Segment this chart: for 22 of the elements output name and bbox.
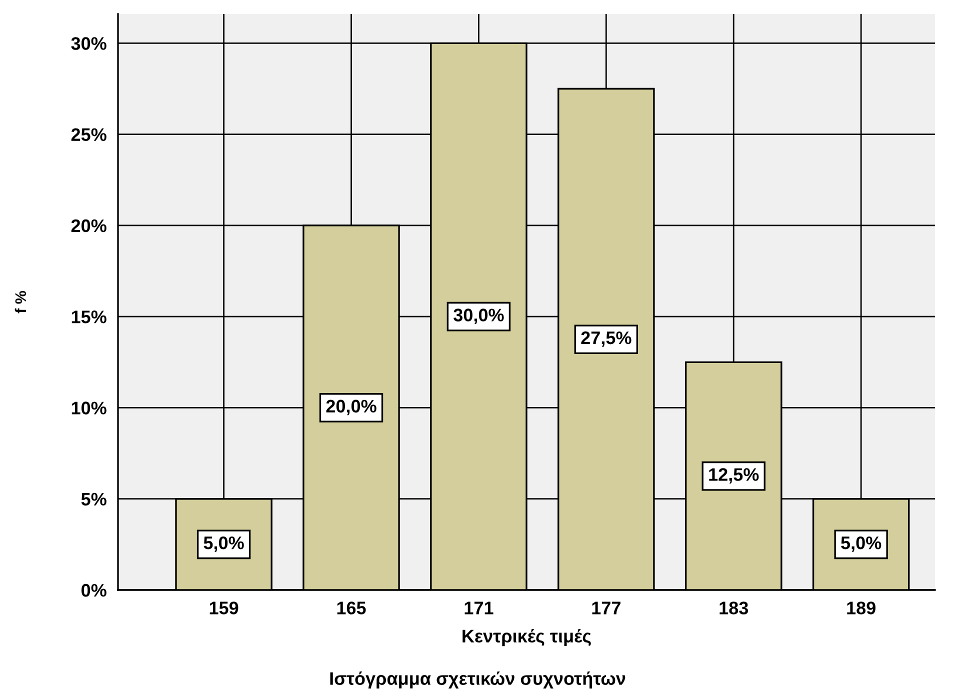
y-tick-label: 15%: [72, 310, 106, 324]
x-tick-label: 165: [337, 602, 366, 614]
x-axis-title: Κεντρικές τιμές: [462, 629, 591, 646]
data-label: 5,0%: [841, 536, 882, 552]
x-tick-label: 189: [847, 602, 876, 614]
y-tick-label: 0%: [82, 584, 106, 597]
data-label: 12,5%: [709, 468, 759, 484]
text: Ιστόγραμμα σχετικών συχνοτήτων: [330, 671, 626, 689]
data-label: 30,0%: [454, 308, 504, 324]
y-tick-label: 25%: [71, 128, 106, 142]
data-label: 20,0%: [326, 400, 376, 416]
y-tick-label: 10%: [72, 402, 106, 414]
x-tick-label: 171: [464, 602, 494, 614]
x-tick-label: 159: [210, 602, 238, 614]
y-tick-label: 5%: [81, 492, 106, 506]
data-label: 27,5%: [581, 331, 632, 347]
data-label: 5,0%: [204, 536, 244, 552]
x-tick-label: 177: [592, 602, 620, 614]
y-tick-label: 20%: [71, 219, 106, 232]
x-tick-label: 183: [720, 602, 748, 614]
y-tick-label: 30%: [71, 37, 106, 50]
y-axis-title: f %: [14, 290, 26, 314]
